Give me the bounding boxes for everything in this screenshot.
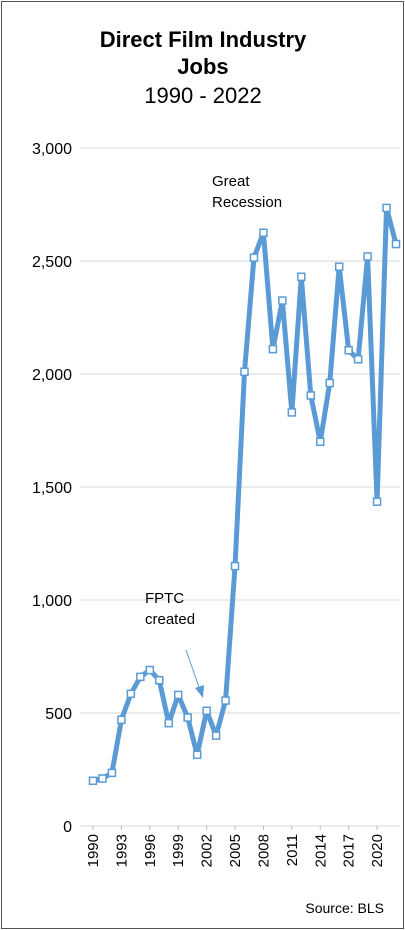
y-tick-label: 2,500 xyxy=(32,254,72,271)
point-marker xyxy=(268,344,278,354)
x-tick-label: 2002 xyxy=(199,834,216,867)
x-tick-label: 1990 xyxy=(85,834,102,867)
point-marker xyxy=(126,689,136,699)
point-marker xyxy=(382,203,391,213)
point-marker xyxy=(183,713,192,722)
point-marker xyxy=(306,391,316,400)
y-tick-label: 500 xyxy=(45,706,72,723)
point-marker xyxy=(278,296,287,305)
x-tick-label: 2008 xyxy=(255,834,272,867)
annotation: FPTC xyxy=(145,590,184,607)
point-marker xyxy=(363,252,372,261)
point-marker xyxy=(230,561,240,571)
chart-subtitle: 1990 - 2022 xyxy=(144,83,261,108)
point-marker xyxy=(316,437,325,447)
annotation: created xyxy=(145,611,195,628)
y-tick-label: 0 xyxy=(63,819,72,836)
point-marker xyxy=(107,768,117,778)
x-tick-label: 2020 xyxy=(369,834,386,867)
point-marker xyxy=(164,718,173,728)
x-tick-label: 2017 xyxy=(341,834,358,867)
point-marker xyxy=(155,675,164,685)
annotation: Recession xyxy=(212,194,282,211)
point-marker xyxy=(259,228,268,237)
point-marker xyxy=(344,346,353,355)
point-marker xyxy=(192,750,202,760)
point-marker xyxy=(297,272,306,282)
annotation-arrowhead xyxy=(195,685,204,698)
point-marker xyxy=(145,665,155,675)
chart-title: Jobs xyxy=(177,54,228,79)
point-marker xyxy=(334,262,344,271)
x-tick-label: 2005 xyxy=(227,834,244,867)
point-marker xyxy=(287,408,297,417)
point-marker xyxy=(325,378,334,388)
point-marker xyxy=(391,239,401,249)
grid xyxy=(80,147,400,827)
point-marker xyxy=(211,731,221,740)
x-tick-label: 2011 xyxy=(284,834,301,866)
annotation-arrow xyxy=(185,649,201,691)
x-tick-label: 1996 xyxy=(142,834,159,867)
x-tick-label: 1993 xyxy=(113,834,130,867)
point-marker xyxy=(221,696,230,705)
y-tick-label: 3,000 xyxy=(32,141,72,158)
point-marker xyxy=(88,776,98,786)
annotation: Great xyxy=(212,173,250,190)
point-marker xyxy=(240,367,249,376)
point-marker xyxy=(98,774,107,783)
x-tick-label: 1999 xyxy=(170,834,187,867)
point-marker xyxy=(136,672,145,682)
point-marker xyxy=(249,253,259,262)
point-marker xyxy=(353,355,363,364)
point-marker xyxy=(117,715,126,725)
point-marker xyxy=(202,706,211,715)
x-tick-label: 2014 xyxy=(312,834,329,867)
point-marker xyxy=(173,690,183,700)
source: Source: BLS xyxy=(305,900,384,916)
y-tick-label: 1,000 xyxy=(32,593,72,610)
chart-title: Direct Film Industry xyxy=(100,27,307,52)
point-marker xyxy=(372,497,382,506)
y-tick-label: 2,000 xyxy=(32,367,72,384)
y-tick-label: 1,500 xyxy=(32,480,72,497)
